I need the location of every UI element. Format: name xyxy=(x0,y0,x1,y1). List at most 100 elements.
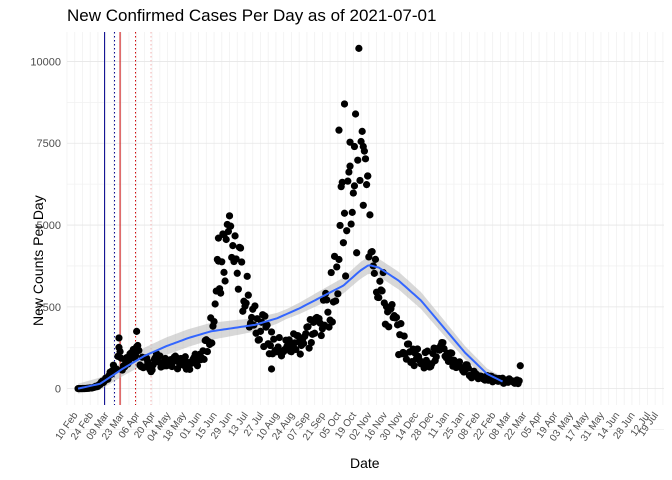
data-point xyxy=(328,318,336,326)
data-point xyxy=(133,327,141,335)
data-point xyxy=(193,362,202,370)
data-point xyxy=(244,291,252,299)
data-point xyxy=(304,323,312,331)
data-point xyxy=(335,126,343,134)
data-point xyxy=(296,350,304,358)
data-point xyxy=(263,321,271,329)
data-point xyxy=(344,177,352,185)
grid xyxy=(66,32,664,430)
data-point xyxy=(266,341,275,350)
data-point xyxy=(229,242,237,250)
data-point xyxy=(420,364,428,372)
data-point xyxy=(405,340,413,348)
data-point xyxy=(334,290,342,298)
data-point xyxy=(339,239,347,247)
data-point xyxy=(333,263,341,271)
data-point xyxy=(378,287,386,295)
data-point xyxy=(516,362,524,370)
data-point xyxy=(350,142,359,151)
y-tick-label: 10000 xyxy=(30,56,61,68)
data-point xyxy=(335,255,343,264)
chart-title: New Confirmed Cases Per Day as of 2021-0… xyxy=(67,6,437,25)
data-point xyxy=(359,201,367,209)
data-point xyxy=(217,289,225,297)
data-point xyxy=(236,244,245,252)
data-point xyxy=(355,44,363,52)
data-point xyxy=(256,327,265,335)
data-points xyxy=(74,44,524,393)
data-point xyxy=(332,297,340,305)
data-point xyxy=(323,296,331,304)
data-point xyxy=(220,231,228,239)
y-tick-label: 2500 xyxy=(37,302,61,314)
data-point xyxy=(275,333,283,342)
data-point xyxy=(238,258,246,266)
data-point xyxy=(354,156,362,164)
x-axis-label: Date xyxy=(350,455,380,471)
data-point xyxy=(347,220,355,228)
data-point xyxy=(225,212,234,220)
data-point xyxy=(464,364,472,372)
data-point xyxy=(388,300,396,309)
data-point xyxy=(305,344,313,352)
data-point xyxy=(400,332,408,340)
data-point xyxy=(349,189,357,197)
data-point xyxy=(116,347,124,356)
data-point xyxy=(234,285,242,293)
data-point xyxy=(115,334,123,342)
data-point xyxy=(363,181,371,189)
data-point xyxy=(356,176,364,185)
y-axis-ticks: 0 2500 5000 7500 10000 xyxy=(30,56,61,395)
data-point xyxy=(359,142,367,151)
confidence-band xyxy=(78,256,503,394)
data-point xyxy=(351,110,360,118)
data-point xyxy=(368,248,376,256)
data-point xyxy=(317,331,325,340)
data-point xyxy=(376,277,384,285)
data-point xyxy=(515,377,523,385)
data-point xyxy=(340,100,349,108)
data-point xyxy=(210,317,218,326)
data-point xyxy=(346,162,354,170)
data-point xyxy=(366,211,374,219)
data-point xyxy=(220,268,228,276)
data-point xyxy=(242,299,250,307)
y-tick-label: 5000 xyxy=(37,220,61,232)
data-point xyxy=(307,338,315,347)
data-point xyxy=(248,313,256,322)
data-point xyxy=(346,138,354,146)
data-point xyxy=(227,222,235,230)
data-point xyxy=(208,339,216,347)
data-point xyxy=(324,308,332,316)
data-point xyxy=(135,346,143,355)
data-point xyxy=(364,172,372,180)
data-point xyxy=(439,339,447,347)
data-point xyxy=(218,258,226,266)
data-point xyxy=(350,182,359,190)
data-point xyxy=(233,269,241,277)
data-point xyxy=(267,365,276,373)
data-point xyxy=(410,361,418,370)
data-point xyxy=(251,302,259,310)
data-point xyxy=(385,323,393,331)
data-point xyxy=(432,353,440,361)
event-lines xyxy=(104,32,152,405)
data-point xyxy=(311,329,319,337)
smooth-line-path xyxy=(77,264,504,390)
data-point xyxy=(413,345,422,353)
data-point xyxy=(261,312,269,320)
data-point xyxy=(375,293,383,302)
data-point xyxy=(181,353,189,361)
data-point xyxy=(338,178,346,186)
y-tick-label: 0 xyxy=(55,384,61,396)
data-point xyxy=(292,345,300,354)
data-point xyxy=(203,347,212,356)
data-point xyxy=(397,320,405,328)
data-point xyxy=(211,300,219,308)
data-point xyxy=(361,155,370,163)
data-point xyxy=(448,349,456,357)
data-point xyxy=(231,232,239,240)
data-point xyxy=(214,234,223,242)
